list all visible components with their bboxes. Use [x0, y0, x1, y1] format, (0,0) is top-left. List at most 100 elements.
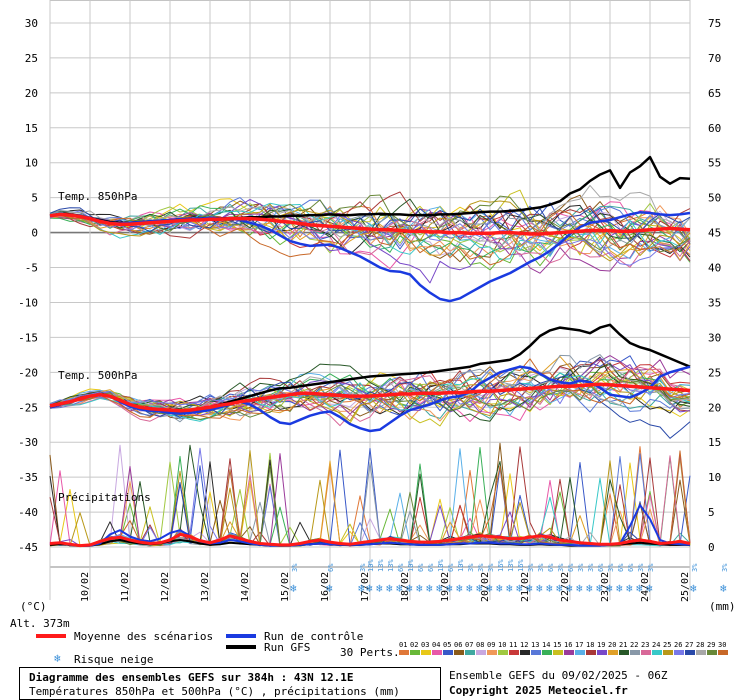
y-left-tick-label: -40 [18, 506, 38, 519]
snowflake-icon: ❄ [446, 582, 453, 595]
y-left-tick-label: 5 [31, 192, 38, 205]
pert-legend-label: 04 [432, 641, 440, 649]
y-right-tick-label: 15 [708, 436, 721, 449]
pert-legend-label: 08 [476, 641, 484, 649]
snowflake-icon: ❄ [576, 582, 583, 595]
pert-legend-label: 12 [520, 641, 528, 649]
snowflake-icon: ❄ [290, 582, 297, 595]
snowflake-icon: ❄ [366, 582, 373, 595]
y-right-tick-label: 70 [708, 52, 721, 65]
pert-500-line [49, 376, 691, 414]
snow-risk-pct: 6% [567, 563, 575, 572]
pert-legend-label: 02 [410, 641, 418, 649]
snowflake-icon: ❄ [596, 582, 603, 595]
pert-legend-label: 24 [652, 641, 660, 649]
pert-legend-label: 05 [443, 641, 451, 649]
y-left-tick-label: 15 [25, 122, 38, 135]
pert-legend-swatch [487, 650, 497, 655]
chart-caption-box: Diagramme des ensembles GEFS sur 384h : … [19, 667, 441, 700]
altitude-label: Alt. 373m [10, 617, 70, 630]
snowflake-icon: ❄ [436, 582, 443, 595]
pert-legend-label: 25 [663, 641, 671, 649]
x-tick-label: 16/02 [320, 572, 331, 602]
snow-risk-pct: 6% [397, 563, 405, 572]
pert-legend-label: 17 [575, 641, 583, 649]
y-left-tick-label: -25 [18, 401, 38, 414]
pert-legend-swatch [619, 650, 629, 655]
pert-legend-swatch [608, 650, 618, 655]
snow-risk-pct: 6% [447, 563, 455, 572]
snow-risk-pct: 3% [291, 563, 299, 572]
snowflake-icon: ❄ [626, 582, 633, 595]
x-tick-label: 24/02 [640, 572, 651, 602]
snowflake-icon: ❄ [616, 582, 623, 595]
pert-legend-swatch [509, 650, 519, 655]
pert-legend-swatch [410, 650, 420, 655]
pert-850-line [49, 207, 691, 243]
snow-risk-pct: 3% [721, 563, 729, 572]
caption-subtitle: Températures 850hPa et 500hPa (°C) , pré… [29, 685, 400, 698]
x-tick-label: 12/02 [160, 572, 171, 602]
pert-850-line [49, 202, 691, 260]
y-right-tick-label: 0 [708, 541, 715, 554]
snowflake-icon: ❄ [54, 652, 61, 665]
snow-risk-pct: 3% [637, 563, 645, 572]
x-tick-label: 20/02 [480, 572, 491, 602]
pert-850-line [49, 206, 691, 260]
snow-risk-pct: 3% [467, 563, 475, 572]
y-right-unit: (mm) [709, 600, 736, 613]
y-left-tick-label: -30 [18, 436, 38, 449]
pert-legend-swatch [454, 650, 464, 655]
pert-legend-label: 28 [696, 641, 704, 649]
pert-legend-label: 22 [630, 641, 638, 649]
pert-500-line [49, 381, 691, 422]
x-tick-label: 21/02 [520, 572, 531, 602]
snowflake-icon: ❄ [646, 582, 653, 595]
pert-legend-swatch [718, 650, 728, 655]
y-left-tick-label: -10 [18, 296, 38, 309]
snow-risk-pct: 3% [487, 563, 495, 572]
pert-legend-label: 09 [487, 641, 495, 649]
x-tick-label: 11/02 [120, 572, 131, 602]
pert-legend-swatch [432, 650, 442, 655]
mean-500-line [49, 382, 691, 413]
snow-risk-pct: 3% [577, 563, 585, 572]
snow-risk-pct: 3% [537, 563, 545, 572]
pert-legend-label: 01 [399, 641, 407, 649]
snow-risk-pct: 3% [647, 563, 655, 572]
snow-risk-pct: 13% [387, 559, 395, 572]
pert-legend-label: 03 [421, 641, 429, 649]
x-tick-label: 18/02 [400, 572, 411, 602]
pert-legend-swatch [575, 650, 585, 655]
y-axis-left: 30 25 20 15 10 5 0 -5 -10 -15 -20 -25 -30 -35 -40 -45 [18, 17, 38, 554]
legend-mean-swatch [36, 634, 66, 638]
snowflake-icon: ❄ [546, 582, 553, 595]
x-tick-label: 23/02 [600, 572, 611, 602]
snow-risk-pct: 16% [517, 559, 525, 572]
pert-legend-swatch [498, 650, 508, 655]
snowflake-icon: ❄ [476, 582, 483, 595]
y-right-tick-label: 45 [708, 227, 721, 240]
snow-risk-pct: 6% [417, 563, 425, 572]
snow-risk-pct: 6% [427, 563, 435, 572]
y-right-tick-label: 55 [708, 157, 721, 170]
x-tick-label: 15/02 [280, 572, 291, 602]
y-right-tick-label: 20 [708, 401, 721, 414]
legend-gfs-label: Run GFS [264, 641, 310, 654]
pert-850-line [49, 189, 691, 259]
y-left-tick-label: 0 [31, 227, 38, 240]
pert-legend-label: 26 [674, 641, 682, 649]
x-tick-label: 14/02 [240, 572, 251, 602]
control-500-line [49, 365, 691, 433]
snow-risk-pct: 10% [457, 559, 465, 572]
y-right-tick-label: 75 [708, 17, 721, 30]
legend-perts-label: 30 Perts. [340, 646, 400, 659]
snow-risk-pct: 10% [437, 559, 445, 572]
label-precipitations: Précipitations [58, 491, 151, 504]
snowflake-icon: ❄ [326, 582, 333, 595]
y-right-tick-label: 65 [708, 87, 721, 100]
pert-legend-swatch [564, 650, 574, 655]
snow-risk-pct: 3% [587, 563, 595, 572]
snow-risk-pct: 6% [627, 563, 635, 572]
pert-legend-label: 10 [498, 641, 506, 649]
